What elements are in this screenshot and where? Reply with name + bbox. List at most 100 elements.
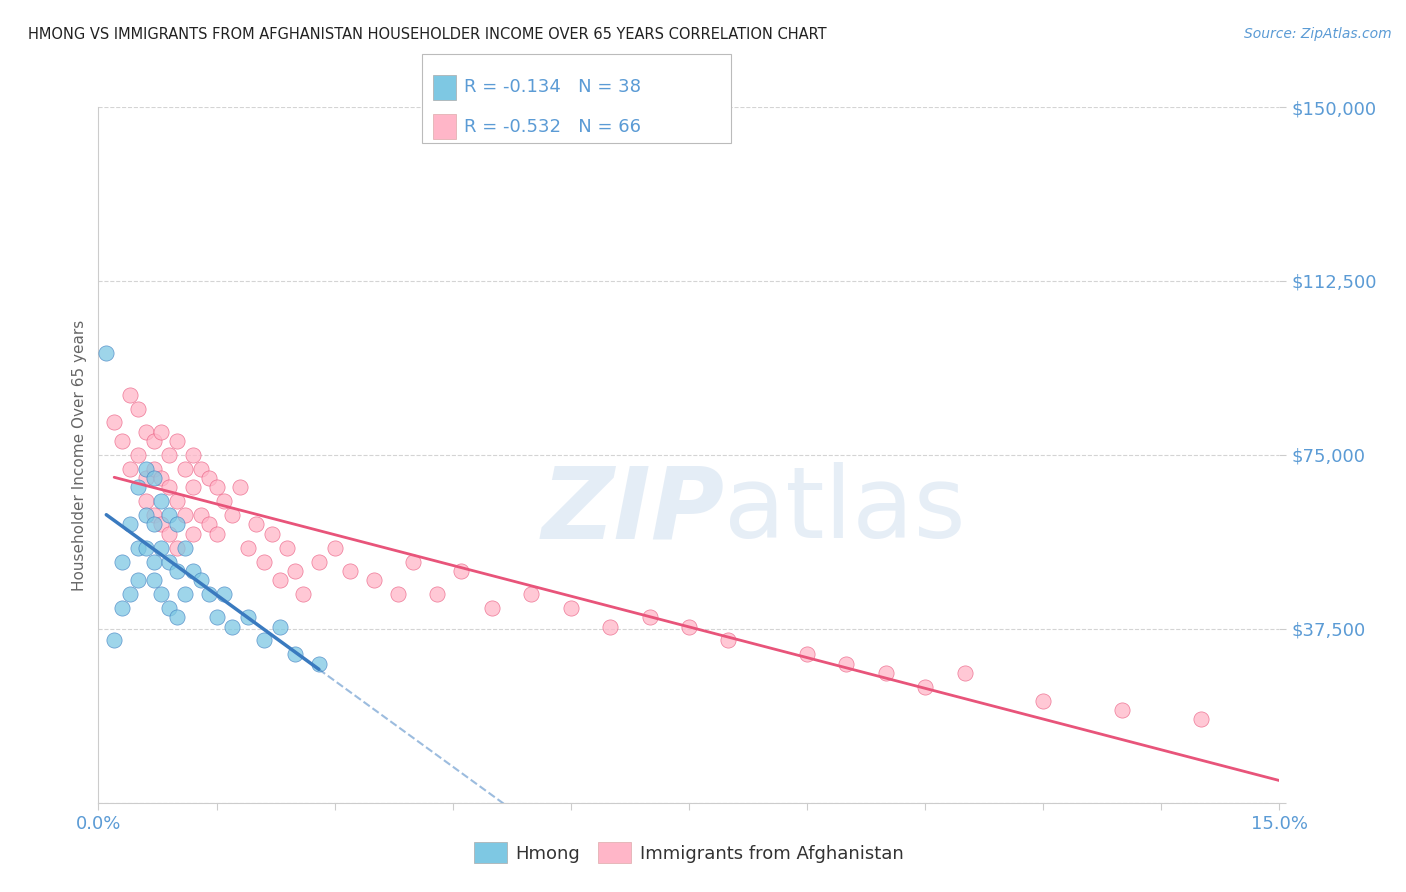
Point [190,573,212,587]
Point [142,462,165,476]
Point [150,425,173,439]
Point [150,517,173,532]
Point [118,387,141,401]
Point [205,610,228,624]
Text: R = -0.134   N = 38: R = -0.134 N = 38 [464,78,641,96]
Point [229,480,252,494]
Legend: Hmong, Immigrants from Afghanistan: Hmong, Immigrants from Afghanistan [467,835,911,871]
Point [260,526,283,541]
Point [150,471,173,485]
Point [323,541,346,555]
Text: atlas: atlas [724,462,966,559]
Point [269,619,291,633]
Point [142,573,165,587]
Point [875,665,897,680]
Point [166,494,188,508]
Point [253,555,276,569]
Point [157,526,180,541]
Point [135,508,157,523]
Point [150,541,173,555]
Point [197,471,219,485]
Point [135,471,157,485]
Point [363,573,385,587]
Point [142,508,165,523]
Point [118,462,141,476]
Point [127,448,149,462]
Point [166,434,188,448]
Point [1189,712,1212,726]
Point [214,587,236,601]
Point [135,541,157,555]
Point [835,657,858,671]
Point [292,587,315,601]
Point [236,610,259,624]
Point [205,480,228,494]
Point [308,657,330,671]
Text: Source: ZipAtlas.com: Source: ZipAtlas.com [1244,27,1392,41]
Point [190,462,212,476]
Point [953,665,976,680]
Point [150,587,173,601]
Point [127,541,149,555]
Point [166,541,188,555]
Text: ZIP: ZIP [541,462,724,559]
Point [339,564,361,578]
Point [174,462,197,476]
Point [118,517,141,532]
Point [236,541,259,555]
Point [197,517,219,532]
Point [174,508,197,523]
Point [560,601,582,615]
Point [678,619,700,633]
Point [181,526,204,541]
Point [205,526,228,541]
Point [221,619,243,633]
Point [142,471,165,485]
Point [166,610,188,624]
Point [181,480,204,494]
Point [174,541,197,555]
Point [914,680,936,694]
Point [190,508,212,523]
Point [111,601,134,615]
Point [103,633,125,648]
Point [181,564,204,578]
Text: HMONG VS IMMIGRANTS FROM AFGHANISTAN HOUSEHOLDER INCOME OVER 65 YEARS CORRELATIO: HMONG VS IMMIGRANTS FROM AFGHANISTAN HOU… [28,27,827,42]
Point [135,494,157,508]
Point [96,346,118,360]
Point [174,587,197,601]
Point [103,416,125,430]
Point [166,564,188,578]
Point [181,448,204,462]
Point [111,555,134,569]
Point [135,462,157,476]
Point [426,587,449,601]
Point [1111,703,1133,717]
Point [157,508,180,523]
Point [308,555,330,569]
Point [796,648,818,662]
Point [599,619,621,633]
Point [717,633,740,648]
Point [197,587,219,601]
Point [157,448,180,462]
Point [111,434,134,448]
Point [284,564,307,578]
Point [245,517,267,532]
Point [127,480,149,494]
Point [166,517,188,532]
Point [284,648,307,662]
Point [150,494,173,508]
Point [520,587,543,601]
Point [127,401,149,416]
Point [214,494,236,508]
Point [142,555,165,569]
Point [118,587,141,601]
Point [157,601,180,615]
Point [269,573,291,587]
Point [638,610,661,624]
Point [221,508,243,523]
Point [387,587,409,601]
Point [450,564,472,578]
Point [402,555,425,569]
